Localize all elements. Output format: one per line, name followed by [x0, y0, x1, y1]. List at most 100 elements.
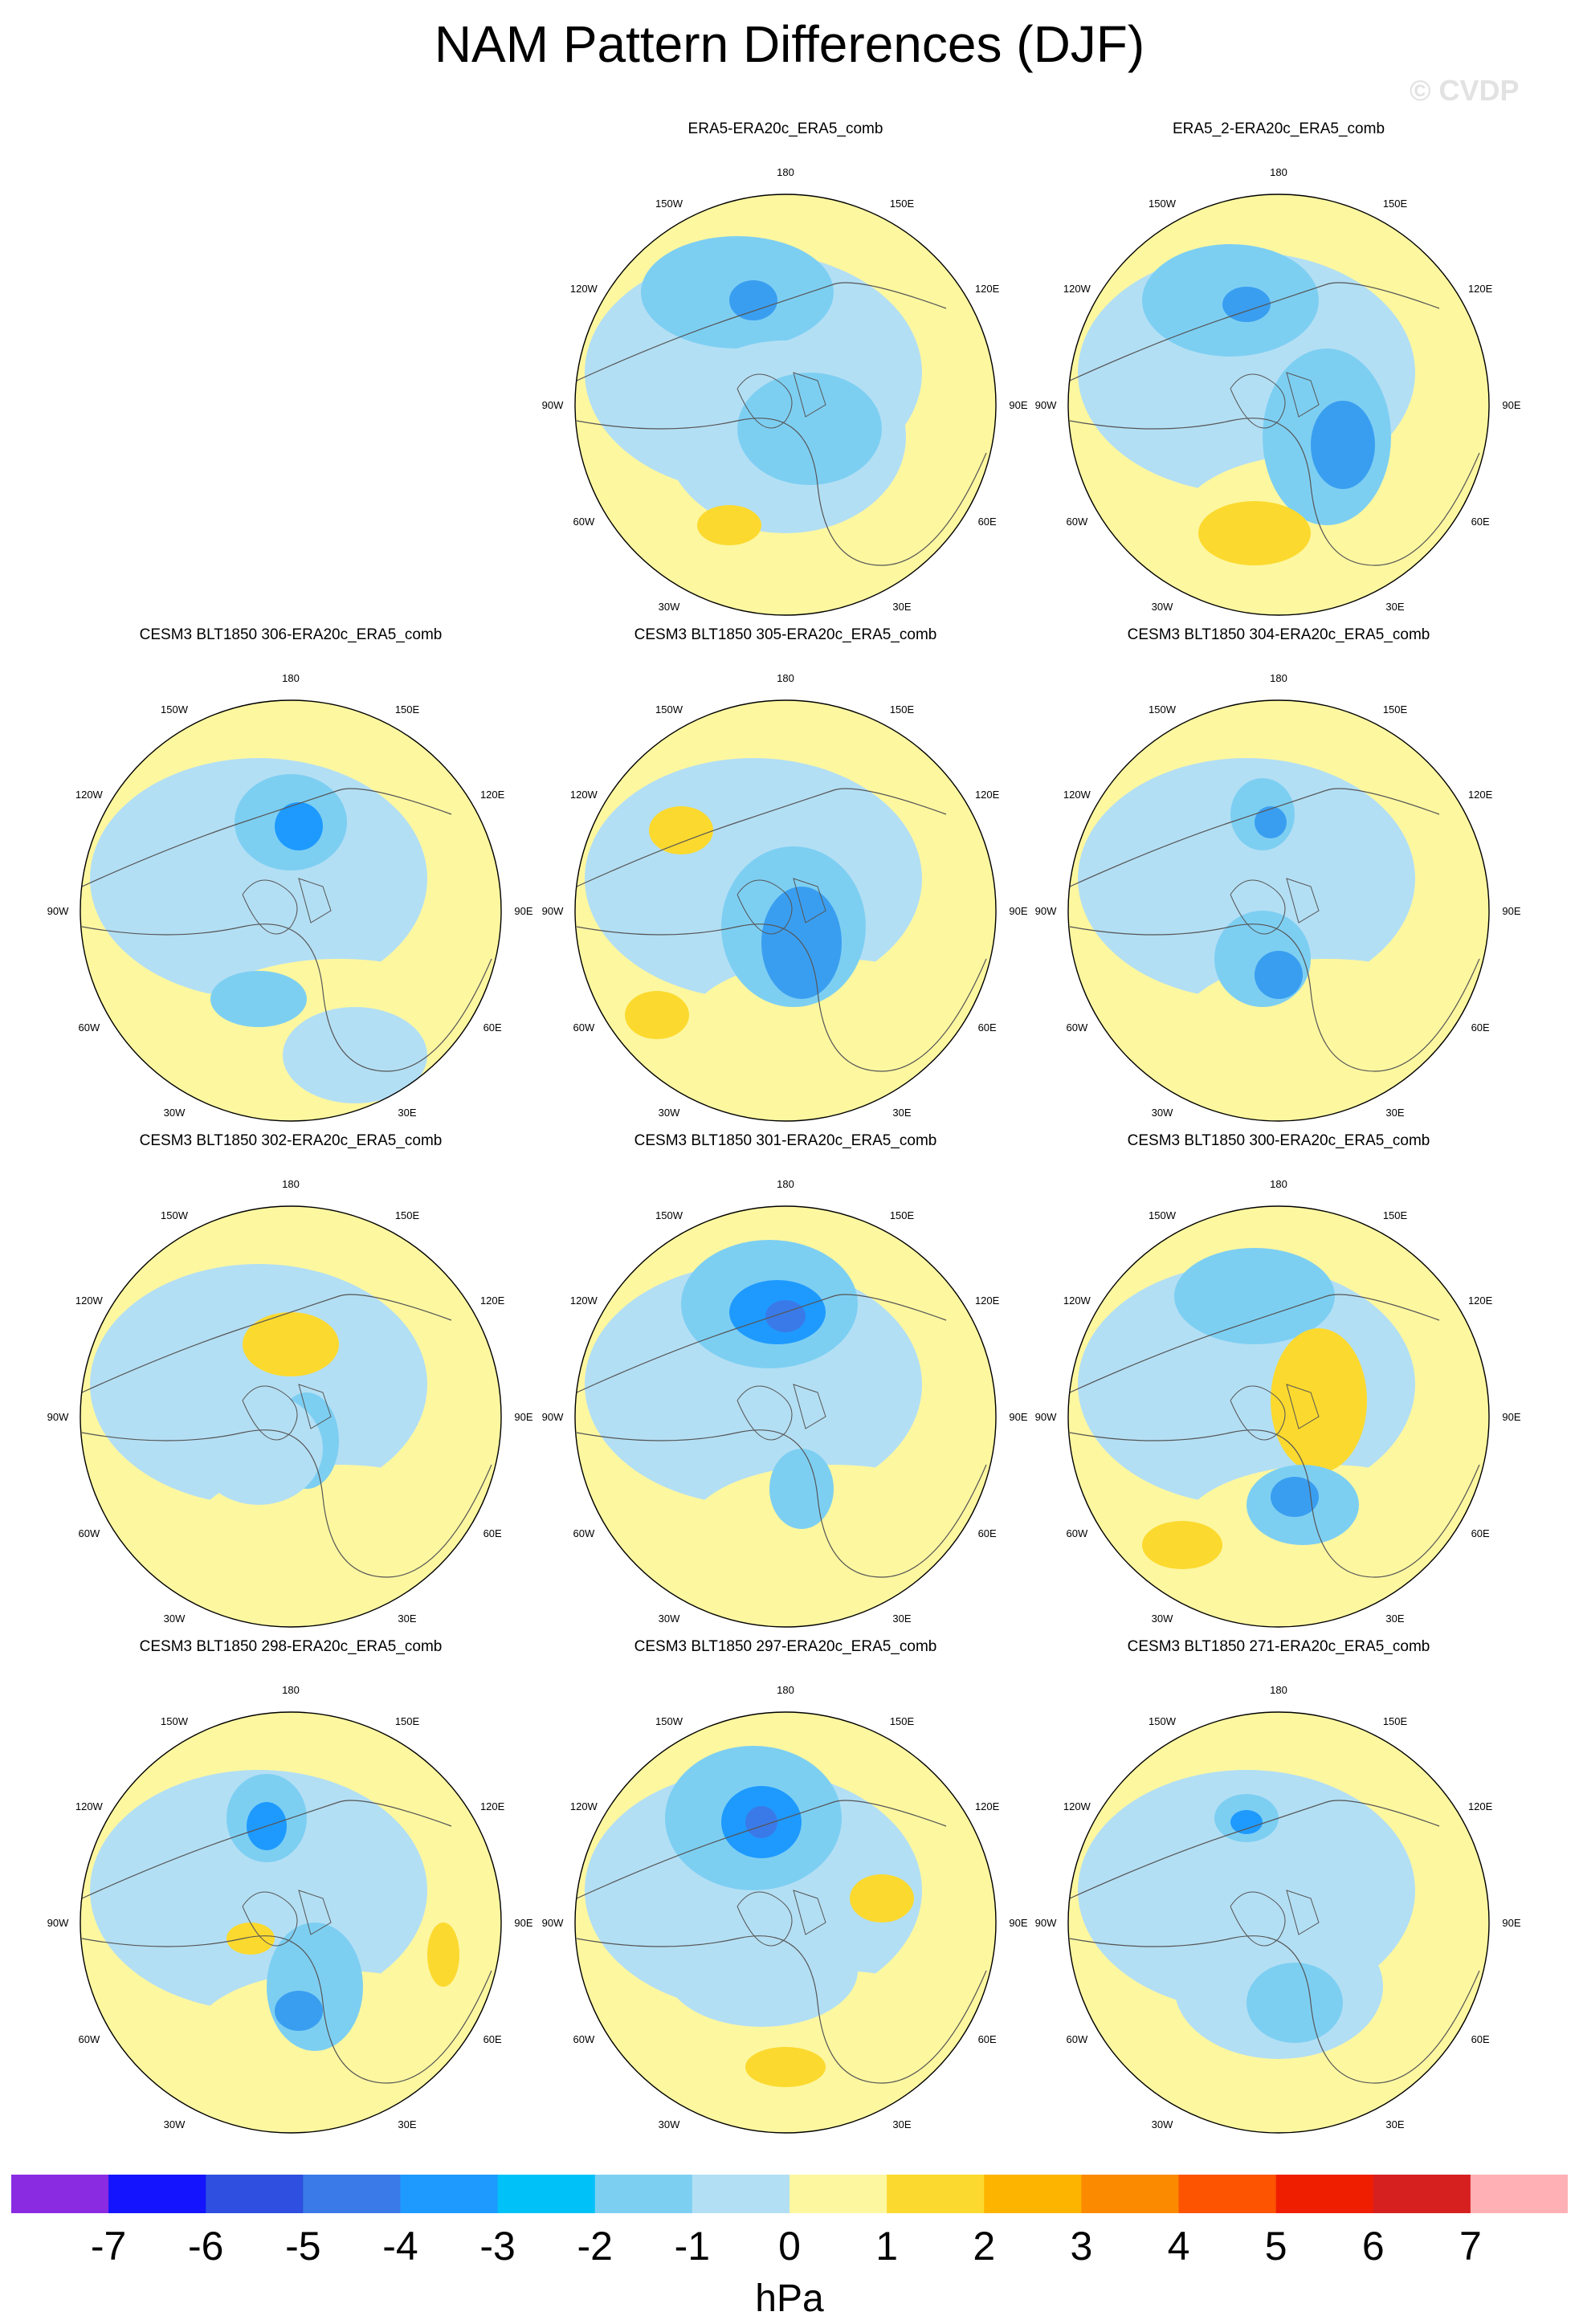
coastline	[1069, 1294, 1440, 1393]
coastline	[793, 878, 826, 923]
coastline	[576, 282, 947, 381]
longitude-label: 120E	[975, 789, 1000, 801]
anomaly-region	[267, 1922, 363, 2051]
map-border	[574, 194, 997, 616]
longitude-label: 60W	[573, 2033, 594, 2045]
longitude-label: 30E	[1385, 2118, 1404, 2130]
coastline	[1286, 878, 1320, 923]
longitude-label: 150E	[395, 703, 420, 716]
colorbar-swatch	[1178, 2175, 1277, 2213]
colorbar-tick-label: 3	[1070, 2224, 1093, 2269]
coastline	[1069, 788, 1440, 887]
longitude-label: 120E	[480, 789, 505, 801]
longitude-label: 120W	[1063, 789, 1091, 801]
map-panel: CESM3 BLT1850 304-ERA20c_ERA5_comb 180 150…	[1030, 626, 1528, 1132]
anomaly-region	[1311, 401, 1375, 489]
longitude-label: 30E	[892, 1613, 911, 1625]
coastline	[81, 1935, 492, 2084]
longitude-label: 60W	[573, 516, 594, 528]
longitude-label: 180	[777, 166, 794, 178]
longitude-label: 90W	[542, 1917, 564, 1929]
polar-map: 180150E120E90E60E30E030W60W90W120W150W	[1035, 672, 1521, 1122]
anomaly-region	[1255, 806, 1287, 838]
anomaly-region	[765, 1300, 806, 1332]
anomaly-region	[625, 991, 689, 1039]
longitude-label: 30W	[164, 2118, 186, 2130]
longitude-label: 30W	[1152, 2118, 1173, 2130]
longitude-label: 120E	[1468, 283, 1493, 295]
longitude-label: 60W	[1066, 1527, 1087, 1539]
coastline	[1069, 1800, 1440, 1899]
longitude-label: 120E	[975, 1295, 1000, 1307]
coastline	[736, 879, 793, 935]
longitude-label: 150W	[655, 703, 683, 716]
coastline	[576, 418, 987, 566]
longitude-label: 150E	[890, 198, 915, 210]
longitude-label: 30W	[1152, 1613, 1173, 1625]
anomaly-region	[1271, 1477, 1319, 1517]
longitude-label: 120W	[570, 789, 598, 801]
colorbar-swatch	[1373, 2175, 1471, 2213]
anomaly-region	[850, 1874, 914, 1922]
anomaly-region	[1246, 1963, 1343, 2043]
longitude-label: 120E	[1468, 789, 1493, 801]
colorbar-swatch	[887, 2175, 985, 2213]
colorbar-swatch	[594, 2175, 693, 2213]
map-border	[1067, 194, 1490, 616]
colorbar-tick-label: -6	[188, 2224, 224, 2269]
longitude-label: 180	[1270, 1178, 1287, 1190]
longitude-label: 90E	[1502, 905, 1520, 917]
coastline	[81, 1429, 492, 1578]
polar-map: 180150E120E90E60E30E030W60W90W120W150W	[47, 1178, 533, 1628]
longitude-label: 30E	[1385, 1107, 1404, 1119]
longitude-label: 120W	[75, 789, 104, 801]
coastline	[576, 1935, 987, 2084]
longitude-label: 180	[282, 1178, 300, 1190]
coastline	[1069, 1429, 1480, 1578]
longitude-label: 90W	[1035, 905, 1057, 917]
polar-map: 180150E120E90E60E30E030W60W90W120W150W	[542, 1684, 1028, 2134]
longitude-label: 180	[1270, 1684, 1287, 1696]
longitude-label: 30W	[1152, 601, 1173, 613]
map-panel: CESM3 BLT1850 298-ERA20c_ERA5_comb 180 150…	[42, 1638, 540, 2144]
colorbar-tick-label: -7	[90, 2224, 127, 2269]
coastline	[576, 1429, 987, 1578]
longitude-label: 90E	[1009, 905, 1027, 917]
longitude-label: 180	[777, 1684, 794, 1696]
anomaly-region	[745, 2047, 826, 2087]
anomaly-region	[729, 280, 777, 320]
map-panel: CESM3 BLT1850 305-ERA20c_ERA5_comb 180 150…	[537, 626, 1034, 1132]
longitude-label: 150W	[655, 198, 683, 210]
longitude-label: 120E	[480, 1295, 505, 1307]
longitude-label: 120W	[1063, 283, 1091, 295]
longitude-label: 150W	[161, 703, 189, 716]
coastline	[1230, 1385, 1286, 1441]
figure-title: NAM Pattern Differences (DJF)	[434, 15, 1145, 73]
map-panel: CESM3 BLT1850 300-ERA20c_ERA5_comb 180 150…	[1030, 1132, 1528, 1638]
coastline	[736, 1385, 793, 1441]
longitude-label: 60E	[1471, 1527, 1490, 1539]
longitude-label: 90E	[1502, 1917, 1520, 1929]
map-border	[1067, 1205, 1490, 1628]
coastline	[1069, 923, 1480, 1072]
colorbar-swatch	[206, 2175, 304, 2213]
longitude-label: 180	[777, 672, 794, 684]
coastline	[242, 1891, 298, 1947]
longitude-label: 90E	[514, 905, 532, 917]
anomaly-region	[210, 971, 307, 1027]
map-border	[80, 699, 502, 1122]
longitude-label: 150E	[890, 703, 915, 716]
longitude-label: 90E	[1009, 399, 1027, 411]
colorbar-tick-label: 2	[973, 2224, 996, 2269]
polar-map: 180150E120E90E60E30E030W60W90W120W150W	[542, 672, 1028, 1122]
longitude-label: 60E	[483, 1527, 502, 1539]
longitude-label: 120E	[1468, 1295, 1493, 1307]
longitude-label: 120W	[570, 283, 598, 295]
anomaly-region	[1230, 1810, 1263, 1834]
longitude-label: 60E	[978, 1527, 997, 1539]
anomaly-region	[275, 802, 323, 850]
anomaly-region	[649, 806, 713, 854]
longitude-label: 150E	[890, 1715, 915, 1727]
longitude-label: 60E	[483, 2033, 502, 2045]
coastline	[1230, 373, 1286, 429]
